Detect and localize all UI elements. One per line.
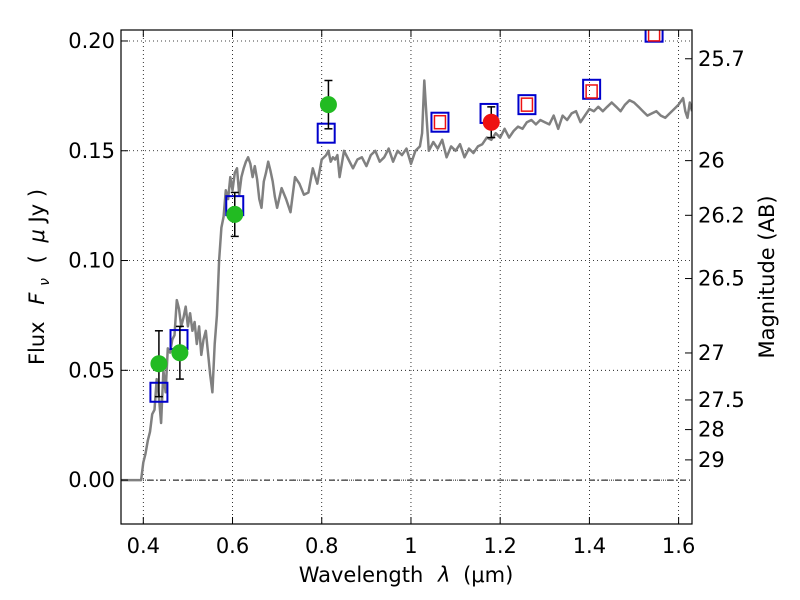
y-axis-title: Flux F ν ( μ Jy ) (25, 189, 54, 365)
y-tick-label: 0.05 (68, 358, 115, 382)
y-tick-label: 0.10 (68, 249, 115, 273)
y2-tick-label: 26 (698, 149, 725, 173)
x-axis-symbol: λ (437, 563, 450, 587)
y-axis-unit-mu: μ (25, 229, 49, 243)
data-point (150, 355, 168, 373)
x-tick-label: 1.6 (662, 534, 695, 558)
y2-tick-label: 28 (698, 418, 725, 442)
synthetic-square (430, 111, 450, 133)
x-tick-label: 0.4 (127, 534, 160, 558)
synthetic-square (582, 78, 602, 100)
y2-tick-label: 25.7 (698, 47, 745, 71)
data-point (319, 96, 337, 114)
series-layer (121, 30, 692, 482)
y2-tick-label: 26.2 (698, 203, 745, 227)
plot-frame (120, 29, 693, 525)
synthetic-square (517, 94, 537, 116)
x-axis-title-text: Wavelength (299, 563, 424, 587)
y-axis-subscript: ν (37, 278, 53, 286)
y-axis-title-text: Flux (25, 321, 49, 365)
sed-line (121, 79, 692, 482)
data-point (482, 113, 500, 131)
data-point (171, 344, 189, 362)
x-tick-label: 1 (404, 534, 417, 558)
axis-ticks: 0.4 0.6 0.8 1 1.2 1.4 1.6 0.00 0.05 0.10 0.15 0.20 2… (68, 29, 745, 558)
data-point (226, 205, 244, 223)
grid (121, 30, 692, 524)
y-tick-label: 0.15 (68, 139, 115, 163)
x-axis-title: Wavelength λ (μm) (299, 563, 514, 587)
x-tick-label: 0.6 (216, 534, 249, 558)
template-square (585, 84, 598, 99)
x-tick-label: 1.2 (483, 534, 516, 558)
template-square (647, 30, 661, 42)
template-square (520, 97, 534, 112)
y2-axis-title: Magnitude (AB) (755, 195, 779, 358)
y-tick-label: 0.00 (68, 468, 115, 492)
y-tick-label: 0.20 (68, 29, 115, 53)
y2-tick-label: 27.5 (698, 388, 745, 412)
y-axis-unit-open: ( (25, 255, 49, 263)
x-axis-unit: (μm) (463, 563, 513, 587)
synthetic-square (316, 122, 336, 144)
y2-tick-label: 27 (698, 341, 725, 365)
template-square (433, 114, 447, 130)
x-tick-label: 1.4 (573, 534, 606, 558)
y-axis-unit-rest: Jy ) (25, 189, 49, 225)
y2-tick-label: 26.5 (698, 267, 745, 291)
y2-tick-label: 29 (698, 448, 725, 472)
x-tick-label: 0.8 (305, 534, 338, 558)
synthetic-square (644, 30, 664, 43)
y-axis-symbol: F (25, 292, 49, 305)
